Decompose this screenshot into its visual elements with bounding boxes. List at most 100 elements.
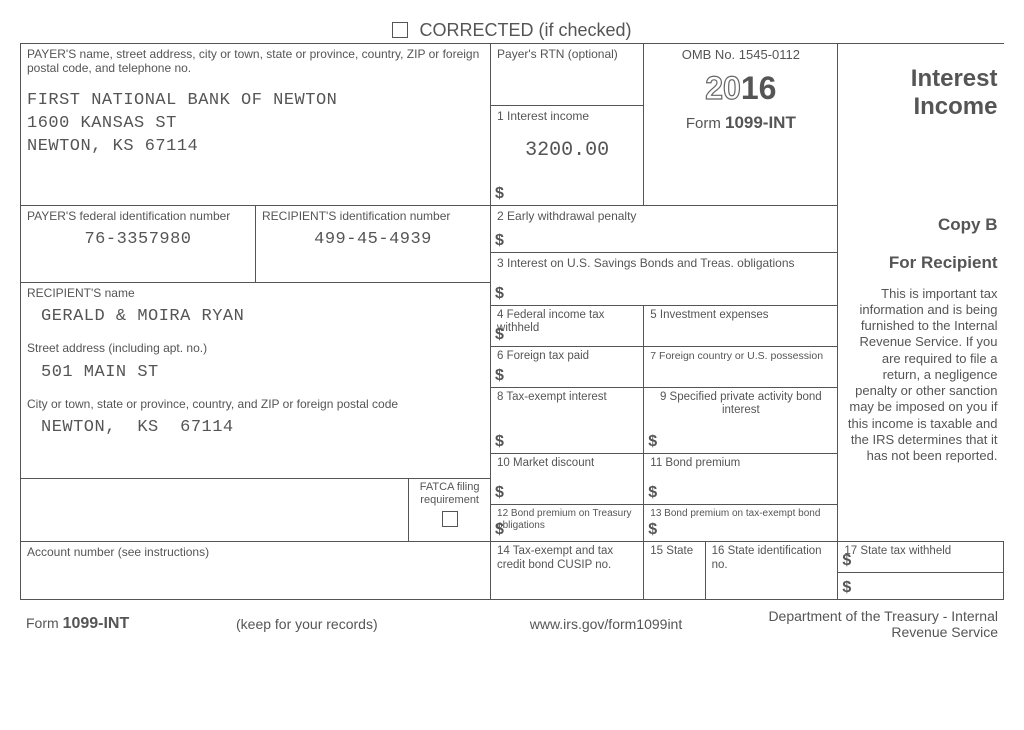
box-3-bottom: $ bbox=[491, 283, 838, 306]
box-1: 1 Interest income $ 3200.00 bbox=[491, 106, 644, 206]
form-label: Form bbox=[686, 115, 721, 132]
box15-label: 15 State bbox=[650, 545, 698, 559]
payer-fedid-label: PAYER'S federal identification number bbox=[27, 209, 249, 223]
recipient-city-label: City or town, state or province, country… bbox=[27, 397, 484, 411]
payer-block: PAYER'S name, street address, city or to… bbox=[21, 44, 491, 206]
fatca-label: FATCA filing requirement bbox=[411, 481, 488, 507]
copy-b: Copy B bbox=[844, 215, 997, 235]
fatca-cell: FATCA filing requirement bbox=[409, 478, 491, 542]
year-outline: 20 bbox=[705, 70, 741, 106]
box1-value: 3200.00 bbox=[497, 139, 637, 162]
payer-addr2: NEWTON, KS 67114 bbox=[27, 136, 484, 159]
recipient-id-label: RECIPIENT'S identification number bbox=[262, 209, 484, 223]
box-9-top: 9 Specified private activity bond intere… bbox=[644, 387, 838, 421]
dollar-icon: $ bbox=[495, 484, 504, 502]
box1-label: 1 Interest income bbox=[497, 109, 637, 123]
box13-label: 13 Bond premium on tax-exempt bond bbox=[650, 508, 831, 520]
recipient-name-label: RECIPIENT'S name bbox=[27, 286, 484, 300]
box17-label: 17 State tax withheld bbox=[844, 545, 997, 559]
box-5: 5 Investment expenses bbox=[644, 305, 838, 346]
dollar-icon: $ bbox=[842, 579, 851, 597]
fatca-checkbox[interactable] bbox=[442, 511, 458, 527]
dollar-icon: $ bbox=[495, 367, 504, 385]
box9-label: 9 Specified private activity bond intere… bbox=[650, 391, 831, 419]
box8-label: 8 Tax-exempt interest bbox=[497, 391, 637, 405]
dollar-icon: $ bbox=[495, 433, 504, 451]
omb-number: OMB No. 1545-0112 bbox=[650, 47, 831, 62]
box-17a: 17 State tax withheld $ bbox=[838, 542, 1004, 573]
payer-block-label: PAYER'S name, street address, city or to… bbox=[27, 47, 484, 76]
box-10-bottom: $ bbox=[491, 478, 644, 505]
account-label: Account number (see instructions) bbox=[27, 545, 484, 559]
form-grid: PAYER'S name, street address, city or to… bbox=[20, 43, 1004, 600]
footer-row: Form 1099-INT (keep for your records) ww… bbox=[20, 604, 1004, 644]
box-11-top: 11 Bond premium bbox=[644, 454, 838, 479]
corrected-label: CORRECTED (if checked) bbox=[419, 20, 631, 40]
recipient-city: NEWTON, KS 67114 bbox=[41, 417, 484, 440]
box-13: 13 Bond premium on tax-exempt bond $ bbox=[644, 505, 838, 542]
dollar-icon: $ bbox=[495, 326, 504, 344]
dollar-icon: $ bbox=[495, 521, 504, 539]
dollar-icon: $ bbox=[648, 484, 657, 502]
box-8-top: 8 Tax-exempt interest bbox=[491, 387, 644, 421]
year-solid: 16 bbox=[741, 70, 777, 106]
box-17b: $ bbox=[838, 573, 1004, 600]
recipient-id-cell: RECIPIENT'S identification number 499-45… bbox=[256, 206, 491, 283]
dollar-icon: $ bbox=[495, 285, 504, 303]
recipient-name: GERALD & MOIRA RYAN bbox=[41, 306, 484, 329]
payer-name: FIRST NATIONAL BANK OF NEWTON bbox=[27, 90, 484, 113]
account-number-cell: Account number (see instructions) bbox=[21, 542, 491, 600]
fatca-spacer bbox=[21, 478, 409, 542]
footer-url: www.irs.gov/form1099int bbox=[502, 606, 710, 642]
form-number-top: 1099-INT bbox=[725, 113, 796, 132]
box2-label: 2 Early withdrawal penalty bbox=[497, 209, 831, 223]
right-notice-cell: This is important tax information and is… bbox=[838, 283, 1004, 542]
form-1099-int: CORRECTED (if checked) PAYER'S name, str… bbox=[20, 20, 1004, 644]
box-9-bottom: $ bbox=[644, 421, 838, 454]
box-3-top: 3 Interest on U.S. Savings Bonds and Tre… bbox=[491, 253, 838, 283]
box-15: 15 State bbox=[644, 542, 705, 600]
for-recipient: For Recipient bbox=[844, 253, 997, 273]
payer-fedid: 76-3357980 bbox=[27, 229, 249, 252]
dollar-icon: $ bbox=[648, 521, 657, 539]
right-title-cell: Interest Income bbox=[838, 44, 1004, 206]
box-rtn: Payer's RTN (optional) bbox=[491, 44, 644, 106]
box12-label: 12 Bond premium on Treasury obligations bbox=[497, 508, 637, 532]
box-7: 7 Foreign country or U.S. possession bbox=[644, 346, 838, 387]
box10-label: 10 Market discount bbox=[497, 457, 637, 471]
recipient-street: 501 MAIN ST bbox=[41, 362, 484, 385]
box-2: 2 Early withdrawal penalty $ bbox=[491, 206, 838, 253]
footer-dept: Department of the Treasury - Internal Re… bbox=[712, 606, 1002, 642]
box-14: 14 Tax-exempt and tax credit bond CUSIP … bbox=[491, 542, 644, 600]
box-4: 4 Federal income tax withheld $ bbox=[491, 305, 644, 346]
recipient-street-label: Street address (including apt. no.) bbox=[27, 341, 484, 355]
box3-label: 3 Interest on U.S. Savings Bonds and Tre… bbox=[497, 256, 831, 270]
box7-label: 7 Foreign country or U.S. possession bbox=[650, 350, 831, 363]
footer-form-number: 1099-INT bbox=[63, 615, 130, 632]
payer-fedid-cell: PAYER'S federal identification number 76… bbox=[21, 206, 256, 283]
box16-label: 16 State identification no. bbox=[712, 545, 832, 573]
recipient-block: RECIPIENT'S name GERALD & MOIRA RYAN Str… bbox=[21, 283, 491, 479]
dollar-icon: $ bbox=[648, 433, 657, 451]
box-6: 6 Foreign tax paid $ bbox=[491, 346, 644, 387]
footer-keep: (keep for your records) bbox=[232, 606, 500, 642]
box-year: OMB No. 1545-0112 2016 Form 1099-INT bbox=[644, 44, 838, 206]
dollar-icon: $ bbox=[495, 185, 504, 203]
dollar-icon: $ bbox=[842, 552, 851, 570]
box-8-bottom: $ bbox=[491, 421, 644, 454]
right-copyb-cell: Copy B For Recipient bbox=[838, 206, 1004, 283]
box14-label: 14 Tax-exempt and tax credit bond CUSIP … bbox=[497, 545, 637, 573]
recipient-id: 499-45-4939 bbox=[262, 229, 484, 252]
box-10-top: 10 Market discount bbox=[491, 454, 644, 479]
dollar-icon: $ bbox=[495, 232, 504, 250]
title-income: Income bbox=[844, 93, 997, 121]
box4-label: 4 Federal income tax withheld bbox=[497, 309, 637, 337]
box-12: 12 Bond premium on Treasury obligations … bbox=[491, 505, 644, 542]
box6-label: 6 Foreign tax paid bbox=[497, 350, 637, 364]
corrected-checkbox[interactable] bbox=[392, 22, 408, 38]
payer-addr1: 1600 KANSAS ST bbox=[27, 113, 484, 136]
box-11-bottom: $ bbox=[644, 478, 838, 505]
footer-form-label: Form bbox=[26, 615, 59, 631]
box11-label: 11 Bond premium bbox=[650, 457, 831, 471]
box5-label: 5 Investment expenses bbox=[650, 309, 831, 323]
